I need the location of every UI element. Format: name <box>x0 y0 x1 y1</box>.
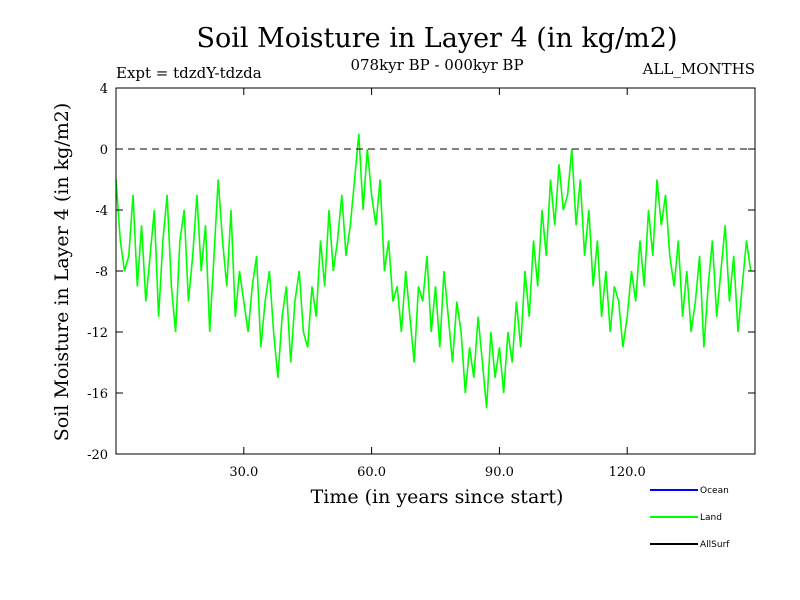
plot-frame <box>115 87 756 455</box>
months-label: ALL_MONTHS <box>642 60 755 78</box>
chart-title: Soil Moisture in Layer 4 (in kg/m2) <box>196 23 677 54</box>
x-axis-label: Time (in years since start) <box>311 486 564 508</box>
legend-label-allsurf: AllSurf <box>700 540 730 550</box>
experiment-label: Expt = tdzdY-tdzda <box>116 64 262 82</box>
time-range-label: 078kyr BP - 000kyr BP <box>350 56 523 74</box>
x-tick-label: 60.0 <box>357 465 386 480</box>
y-tick-label: 4 <box>100 82 108 97</box>
legend: Ocean Land AllSurf <box>650 486 730 550</box>
x-tick-label: 90.0 <box>485 465 514 480</box>
y-tick-label: -20 <box>87 448 108 463</box>
x-tick-label: 30.0 <box>229 465 258 480</box>
y-axis-label: Soil Moisture in Layer 4 (in kg/m2) <box>51 103 73 442</box>
legend-label-land: Land <box>700 513 722 523</box>
x-tick-label: 120.0 <box>609 465 646 480</box>
legend-label-ocean: Ocean <box>700 486 729 496</box>
y-tick-label: -4 <box>95 204 108 219</box>
y-tick-label: -12 <box>87 326 108 341</box>
series-layer <box>115 133 752 409</box>
y-tick-label: -8 <box>95 265 108 280</box>
y-tick-label: 0 <box>100 143 108 158</box>
y-tick-label: -16 <box>87 387 108 402</box>
tick-layer: 4 0 -4 -8 -12 -16 -20 30.0 60.0 90.0 120.0 <box>87 82 755 480</box>
series-line-land <box>115 133 752 409</box>
